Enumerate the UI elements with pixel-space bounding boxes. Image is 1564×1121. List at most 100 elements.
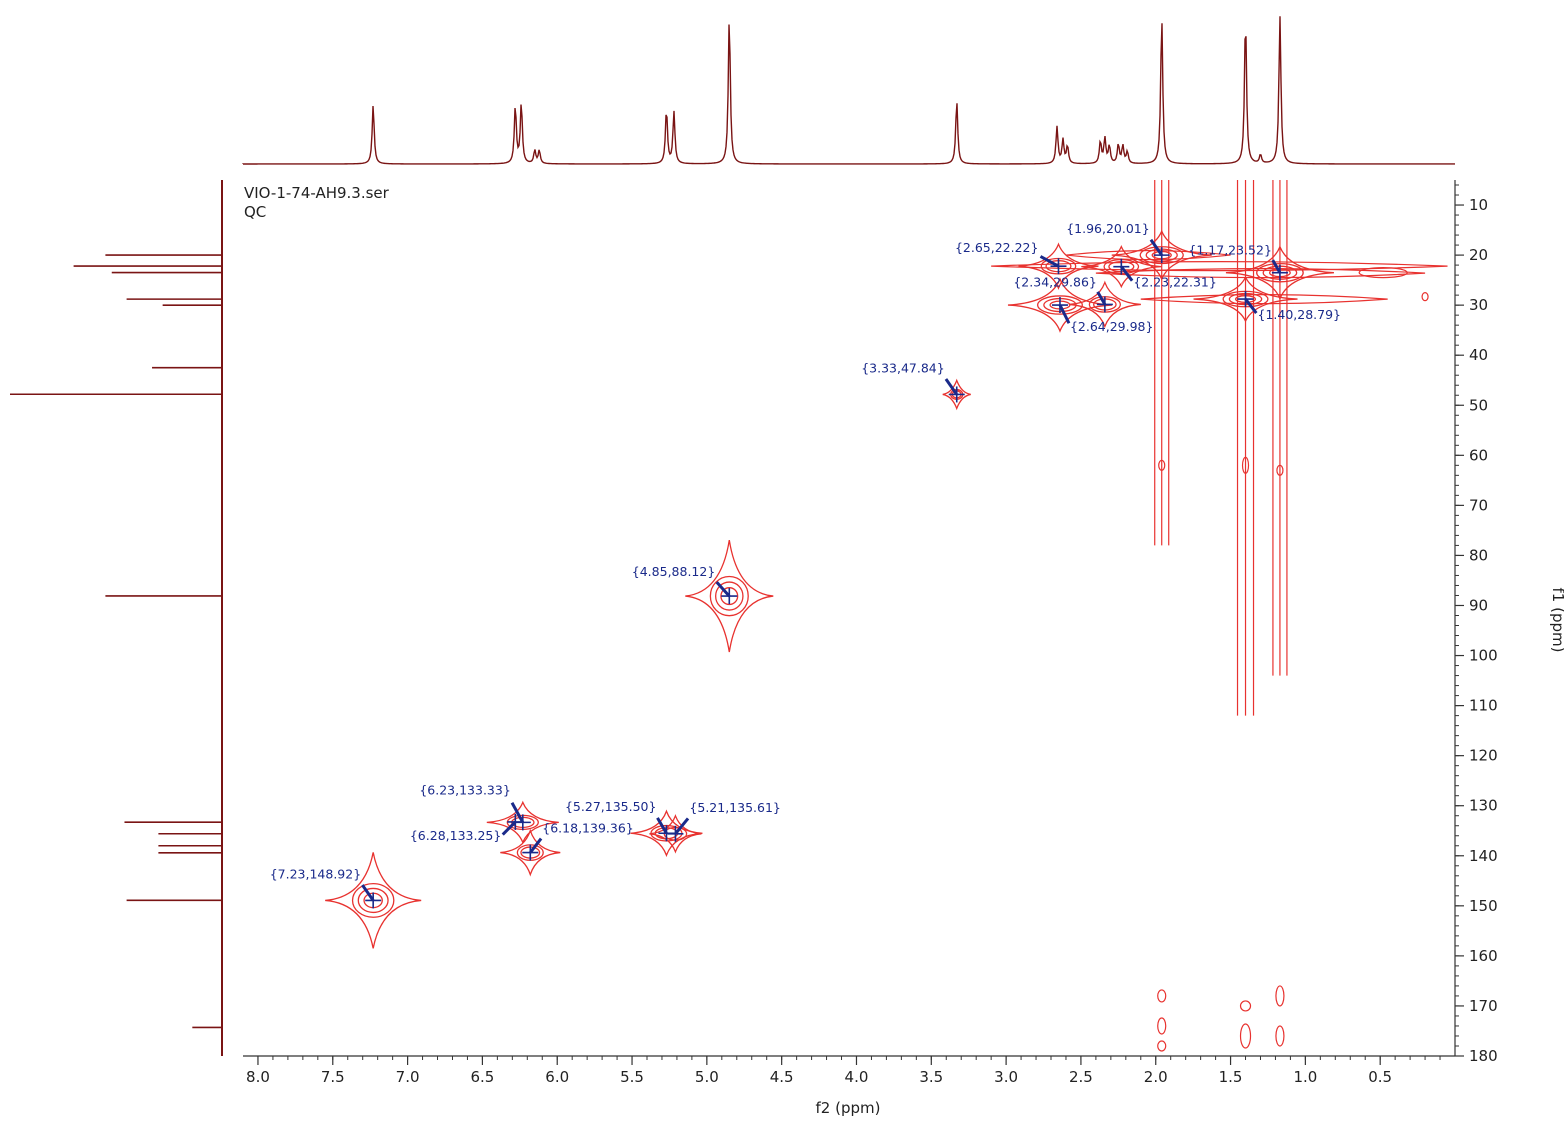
peak-pointer <box>1096 291 1107 306</box>
peak-annotation: {7.23,148.92} <box>270 866 382 909</box>
peak-label: {6.28,133.25} <box>410 828 501 843</box>
peak-pointer <box>1039 255 1060 268</box>
x-tick-label: 8.0 <box>246 1068 270 1086</box>
contour-peak-2.64 <box>1036 295 1083 315</box>
y-tick-label: 70 <box>1469 496 1488 514</box>
peak-pointer <box>1120 265 1134 282</box>
x-tick-label: 4.5 <box>770 1068 794 1086</box>
peak-pointer <box>715 581 731 598</box>
peak-label: {6.18,139.36} <box>542 821 633 836</box>
peak-pointer <box>1058 304 1071 324</box>
peak-pointer <box>656 817 668 835</box>
peak-label: {3.33,47.84} <box>861 360 945 375</box>
peak-annotation: {2.23,22.31} <box>1113 258 1217 290</box>
peak-pointer <box>944 378 958 396</box>
x-tick-label: 2.0 <box>1144 1068 1168 1086</box>
y-tick-label: 90 <box>1469 596 1488 614</box>
contour-island <box>1239 1000 1252 1012</box>
y-tick-label: 170 <box>1469 997 1498 1015</box>
peak-annotation: {2.64,29.98} <box>1051 297 1154 334</box>
peak-pointer <box>1149 238 1163 256</box>
contour-island <box>1275 1025 1285 1047</box>
y-tick-label: 50 <box>1469 396 1488 414</box>
contour-island <box>1158 459 1166 471</box>
y-tick-label: 30 <box>1469 296 1488 314</box>
y-tick-label: 140 <box>1469 847 1498 865</box>
peak-label: {7.23,148.92} <box>270 866 361 881</box>
x-tick-label: 6.5 <box>470 1068 494 1086</box>
x-tick-label: 1.0 <box>1293 1068 1317 1086</box>
peak-pointer <box>529 837 543 854</box>
contour-peak-1.40 <box>1193 275 1298 323</box>
contour-peak-6.18 <box>500 828 561 877</box>
x-tick-label: 6.0 <box>545 1068 569 1086</box>
peak-annotation: {2.65,22.22} <box>955 240 1067 275</box>
peak-label: {5.27,135.50} <box>565 799 656 814</box>
contour-peak-4.85 <box>685 539 774 653</box>
peak-pointer <box>1244 298 1258 315</box>
peak-label: {5.21,135.61} <box>689 800 780 815</box>
y-tick-label: 20 <box>1469 246 1488 264</box>
x-tick-label: 2.5 <box>1069 1068 1093 1086</box>
peak-label: {1.17,23.52} <box>1188 243 1272 258</box>
y-tick-label: 180 <box>1469 1047 1498 1065</box>
x-tick-label: 7.0 <box>396 1068 420 1086</box>
x-tick-label: 5.0 <box>695 1068 719 1086</box>
y-tick-label: 120 <box>1469 747 1498 765</box>
y-tick-label: 10 <box>1469 196 1488 214</box>
contour-peak-1.96 <box>1139 246 1184 265</box>
peak-label: {2.64,29.98} <box>1070 319 1154 334</box>
peak-pointer <box>674 817 690 835</box>
contour-peak-4.85 <box>715 581 744 611</box>
peak-annotation: {6.18,139.36} <box>522 821 634 861</box>
proton-spectrum-projection <box>242 16 1455 165</box>
carbon-spectrum-projection <box>10 180 223 1056</box>
contour-peak-1.17 <box>1225 244 1334 301</box>
spectrum-info: VIO-1-74-AH9.3.ser QC <box>244 184 389 222</box>
contour-ridge <box>1065 250 1231 261</box>
x-axis-title: f2 (ppm) <box>816 1099 881 1117</box>
peak-pointer <box>501 820 517 836</box>
y-tick-label: 110 <box>1469 697 1498 715</box>
peak-annotation: {1.96,20.01} <box>1066 221 1170 264</box>
peak-annotation: {3.33,47.84} <box>861 360 965 403</box>
contour-peak-4.85 <box>709 575 749 617</box>
y-tick-label: 80 <box>1469 546 1488 564</box>
y-axis-title: f1 (ppm) <box>1549 588 1564 653</box>
contour-peak-3.33 <box>942 378 971 411</box>
x-tick-label: 4.0 <box>845 1068 869 1086</box>
peak-annotation: {5.21,135.61} <box>667 800 781 842</box>
peak-label: {2.23,22.31} <box>1133 275 1217 290</box>
proton-spectrum-trace <box>242 16 1455 165</box>
peak-annotation: {1.40,28.79} <box>1237 291 1341 322</box>
contour-peak-5.21 <box>649 813 702 854</box>
peak-annotation: {4.85,88.12} <box>632 564 738 605</box>
contour-island <box>1157 1040 1167 1052</box>
contour-island <box>1275 985 1285 1007</box>
x-tick-label: 3.5 <box>919 1068 943 1086</box>
peak-label: {4.85,88.12} <box>632 564 716 579</box>
contour-peak-7.23 <box>325 852 422 949</box>
x-tick-label: 3.0 <box>994 1068 1018 1086</box>
peak-label-layer: {7.23,148.92} {6.23,133.33} {6.28,133.25} {… <box>270 221 1341 909</box>
peak-annotation: {1.17,23.52} <box>1188 243 1288 281</box>
peak-label: {6.23,133.33} <box>419 782 510 797</box>
contour-island <box>1239 1023 1252 1049</box>
y-tick-label: 100 <box>1469 647 1498 665</box>
peak-annotation: {6.28,133.25} <box>410 813 524 843</box>
x-tick-label: 0.5 <box>1368 1068 1392 1086</box>
peak-label: {2.65,22.22} <box>955 240 1039 255</box>
peak-label: {1.96,20.01} <box>1066 221 1150 236</box>
contour-island <box>1421 292 1429 302</box>
y-tick-label: 150 <box>1469 897 1498 915</box>
contour-island <box>1157 989 1167 1003</box>
contour-peak-1.17 <box>1256 262 1304 283</box>
y-tick-label: 60 <box>1469 446 1488 464</box>
peak-pointer <box>361 884 375 902</box>
contour-peak-2.65 <box>1018 242 1099 290</box>
peak-annotation: {2.34,29.86} <box>1013 274 1113 313</box>
contour-island <box>1276 464 1284 476</box>
x-tick-label: 7.5 <box>321 1068 345 1086</box>
